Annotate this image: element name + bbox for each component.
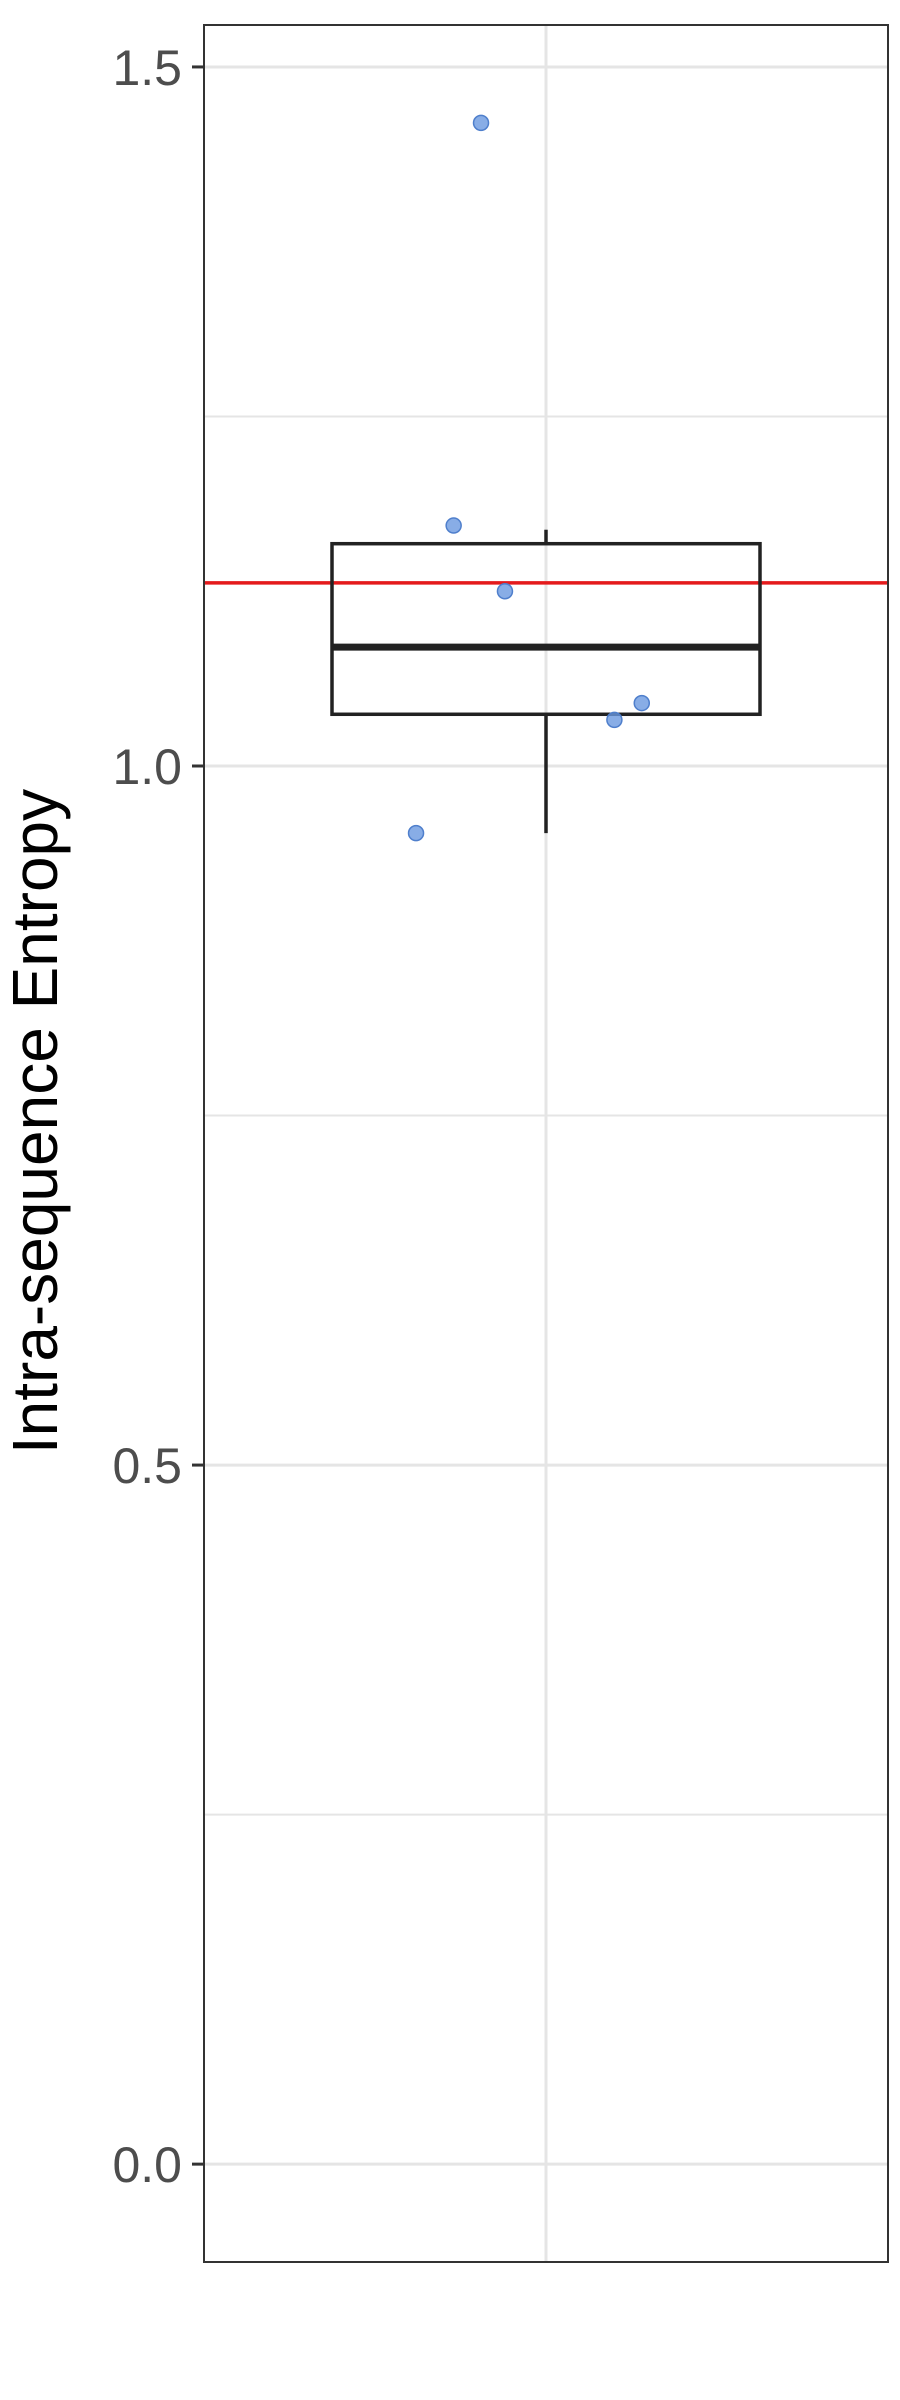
y-tick-label: 1.5 <box>112 40 182 96</box>
y-tick-label: 0.5 <box>112 1438 182 1494</box>
y-axis-title: Intra-sequence Entropy <box>0 789 71 1454</box>
data-point <box>633 694 651 712</box>
data-point <box>445 517 462 534</box>
data-point <box>407 824 425 842</box>
data-point <box>496 582 514 600</box>
y-tick-label: 0.0 <box>112 2137 182 2193</box>
data-point <box>606 711 623 729</box>
data-point <box>472 114 490 132</box>
y-axis-ticks: 0.0 0.5 1.0 1.5 <box>112 40 204 2193</box>
iqr-box <box>330 541 762 717</box>
data-points <box>407 114 651 842</box>
y-tick-label: 1.0 <box>112 739 182 795</box>
grid-lines <box>204 25 888 2262</box>
boxplot-layer <box>330 529 762 834</box>
panel-border <box>203 24 889 2263</box>
